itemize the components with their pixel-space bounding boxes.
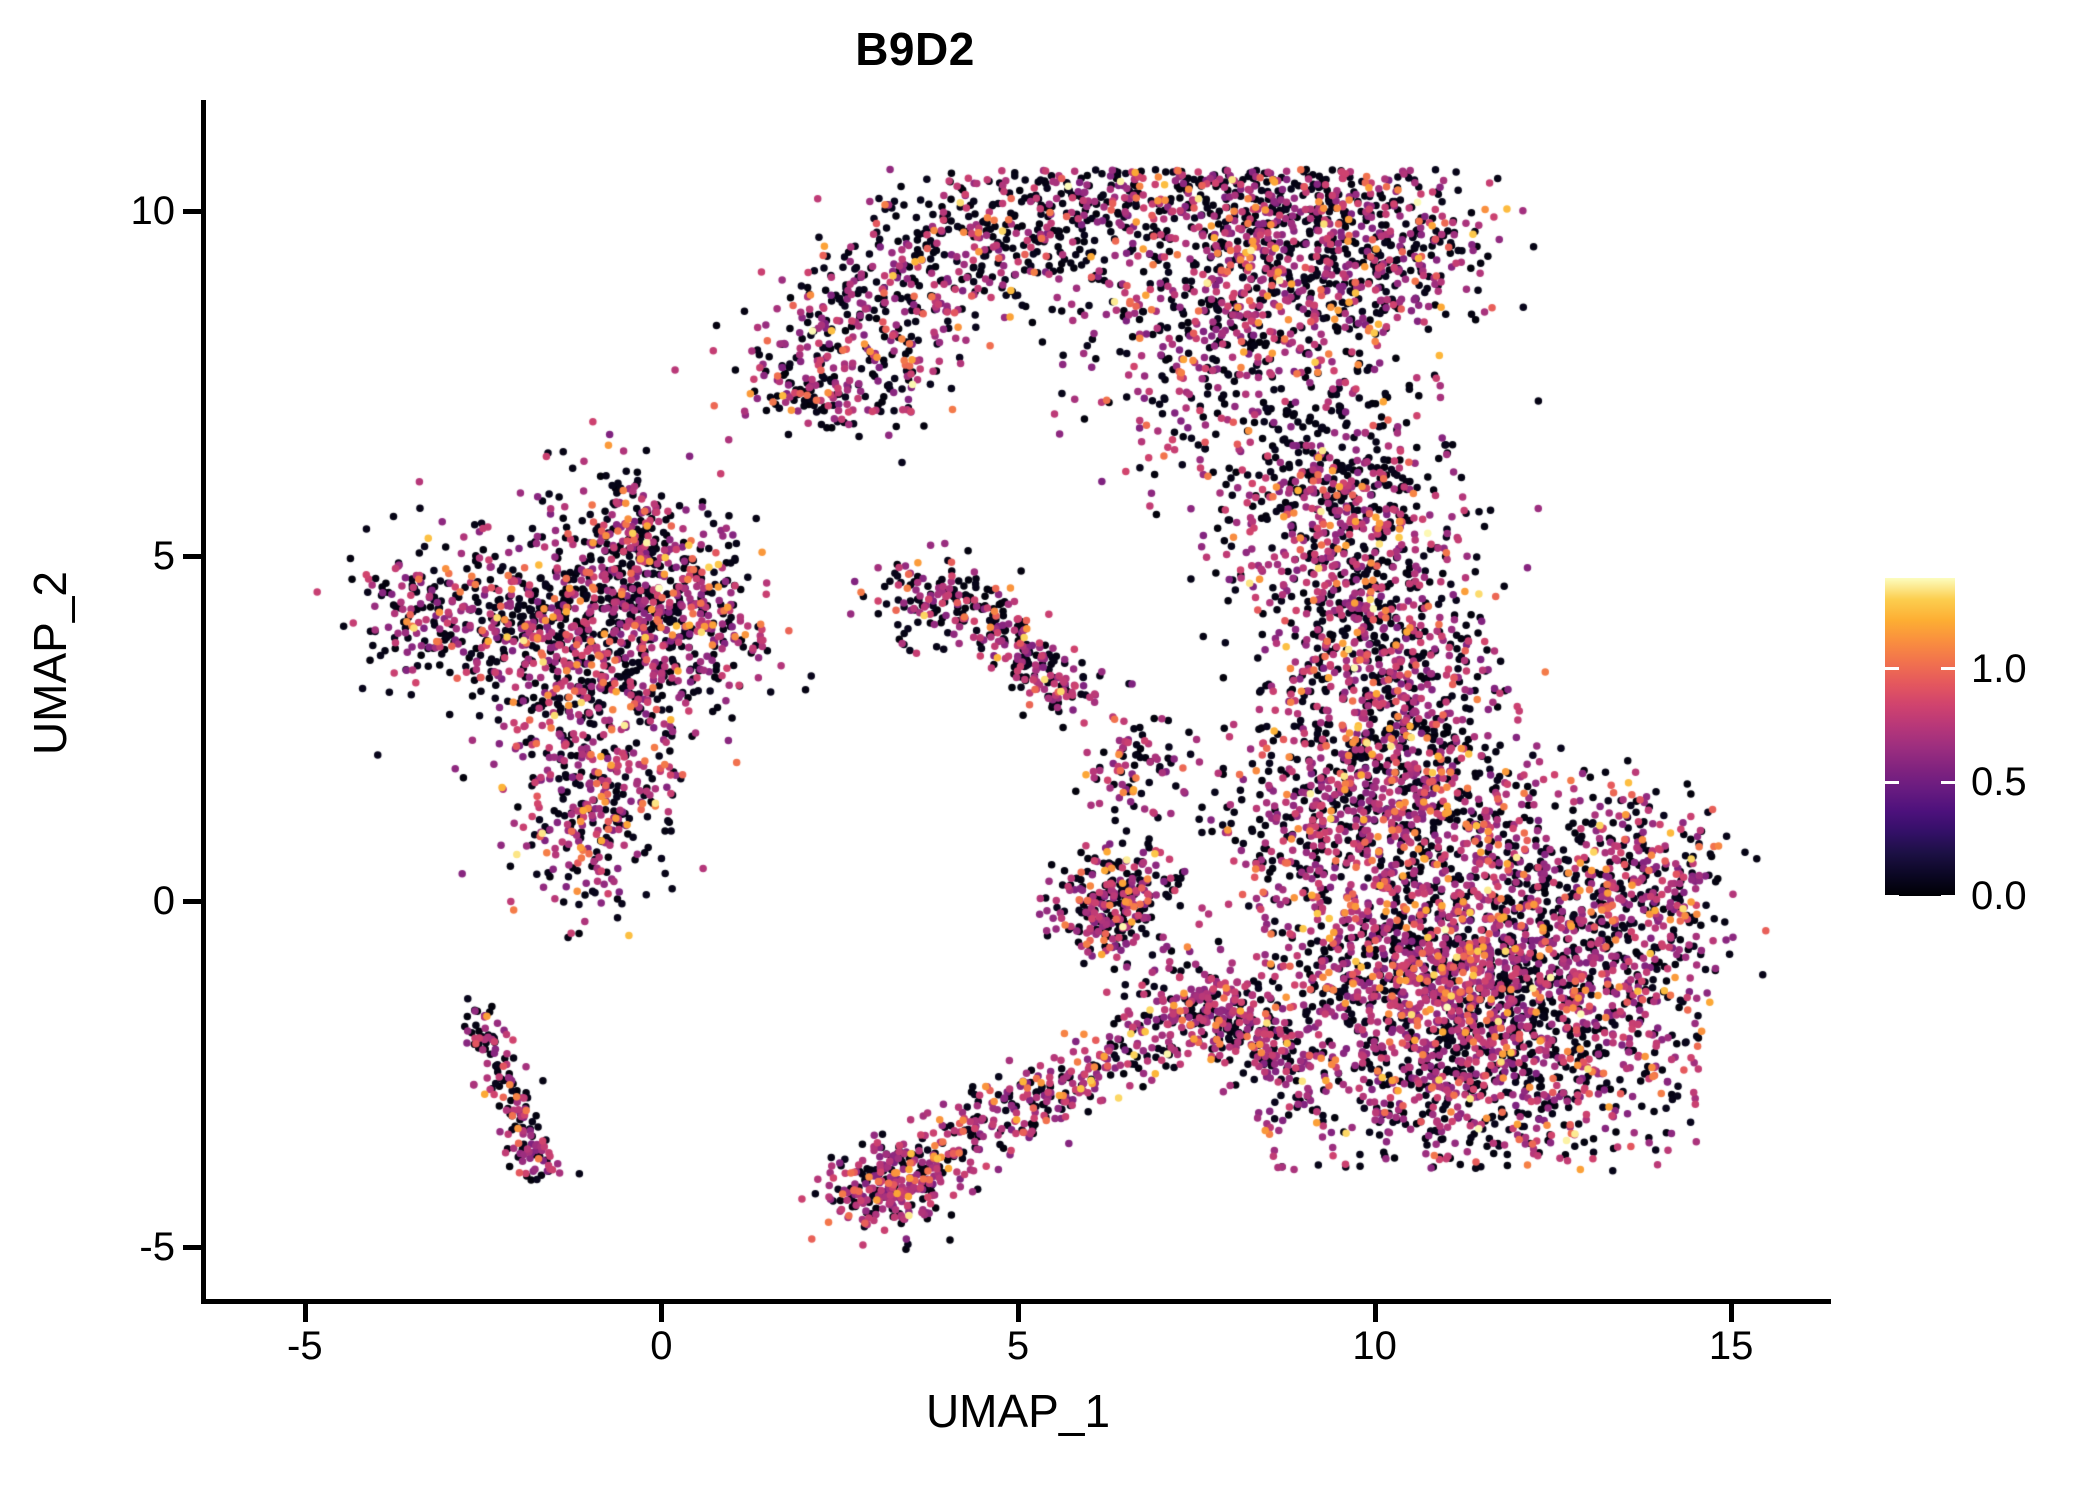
x-tick-mark — [659, 1304, 665, 1322]
y-tick-label: 10 — [130, 188, 176, 233]
y-tick-mark — [183, 208, 201, 214]
x-axis-line — [201, 1299, 1831, 1304]
scatter-plot-canvas — [205, 100, 1831, 1302]
x-axis-title: UMAP_1 — [925, 1385, 1111, 1437]
y-tick-label: -5 — [139, 1224, 175, 1269]
x-tick-mark — [1729, 1304, 1735, 1322]
x-tick-mark — [302, 1304, 308, 1322]
x-tick-label: 10 — [1352, 1324, 1397, 1368]
plot-panel — [205, 100, 1831, 1302]
x-tick-mark — [1372, 1304, 1378, 1322]
x-tick-label: 5 — [1006, 1324, 1030, 1368]
y-axis-title: UMAP_2 — [24, 570, 76, 756]
x-tick-label: -5 — [287, 1324, 323, 1368]
y-axis-line — [201, 100, 206, 1304]
colorbar-tick-label: 1.0 — [1971, 646, 2027, 691]
colorbar-tick-mark — [1941, 894, 1955, 898]
colorbar-tick-label: 0.5 — [1971, 760, 2027, 805]
colorbar-tick-label: 0.0 — [1971, 874, 2027, 918]
x-tick-label: 0 — [650, 1324, 673, 1368]
colorbar-tick-mark — [1885, 667, 1899, 671]
colorbar-gradient — [1885, 578, 1955, 896]
y-tick-label: 5 — [152, 533, 175, 578]
colorbar-tick-mark — [1885, 780, 1899, 784]
colorbar-tick-mark — [1941, 780, 1955, 784]
y-tick-mark — [183, 899, 201, 905]
page-title: B9D2 — [855, 23, 975, 75]
y-tick-mark — [183, 1244, 201, 1250]
x-tick-label: 15 — [1708, 1324, 1754, 1368]
colorbar-legend: 0.0 0.5 1.0 — [1885, 578, 2085, 916]
y-tick-mark — [183, 553, 201, 559]
colorbar-tick-mark — [1941, 667, 1955, 671]
y-tick-label: 0 — [152, 879, 175, 924]
colorbar-tick-mark — [1885, 894, 1899, 898]
x-tick-mark — [1016, 1304, 1021, 1322]
